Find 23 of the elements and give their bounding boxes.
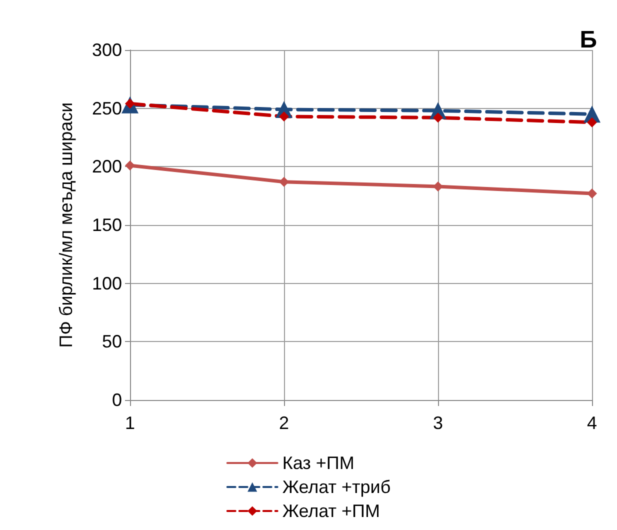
- y-tick-label: 0: [112, 390, 122, 410]
- annotation: Б: [580, 26, 597, 54]
- y-tick-label: 150: [92, 215, 122, 235]
- point: [433, 182, 443, 192]
- y-tick-label: 50: [102, 332, 122, 352]
- point: [433, 112, 443, 123]
- legend-label: Желат +триб: [282, 477, 391, 497]
- y-tick-label: 250: [92, 98, 122, 118]
- legend-label: Желат +ПМ: [282, 501, 380, 521]
- point: [587, 188, 597, 198]
- legend-label: Каз +ПМ: [282, 453, 354, 473]
- point: [279, 112, 289, 122]
- x-tick-label: 3: [432, 413, 444, 433]
- point: [279, 176, 289, 187]
- point: [125, 160, 135, 170]
- y-tick-label: 200: [92, 156, 122, 177]
- y-axis-title: ПФ бирлик/мл меъда шираси: [56, 102, 76, 348]
- x-tick-label: 4: [586, 413, 598, 433]
- y-tick-label: 100: [92, 273, 122, 294]
- x-tick-label: 2: [278, 413, 290, 433]
- y-tick-label: 300: [92, 40, 122, 60]
- point: [587, 117, 597, 128]
- x-tick-label: 1: [124, 413, 136, 433]
